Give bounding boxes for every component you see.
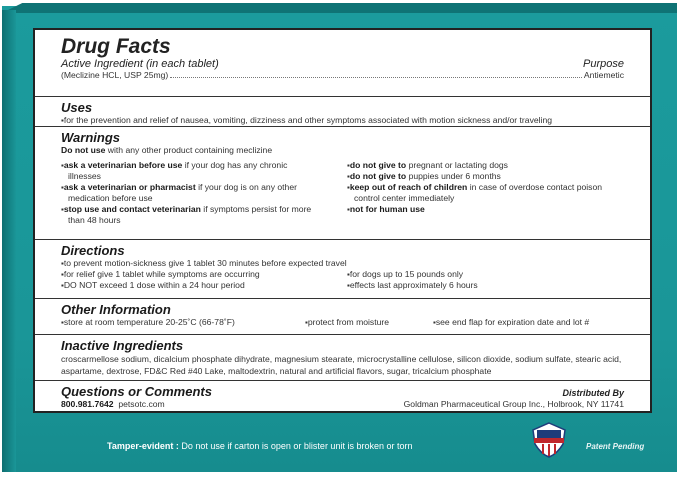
warning-item: do not give to pregnant or lactating dog…	[347, 160, 617, 171]
directions-heading: Directions	[61, 243, 125, 258]
inactive-ingredients-section: Inactive Ingredients croscarmellose sodi…	[35, 334, 650, 380]
page-title: Drug Facts	[61, 35, 171, 58]
warning-item: stop use and contact veterinarian if sym…	[61, 204, 321, 226]
warnings-section: Warnings Do not use with any other produ…	[35, 126, 650, 239]
inactive-heading: Inactive Ingredients	[61, 338, 184, 353]
warning-item: ask a veterinarian before use if your do…	[61, 160, 321, 182]
direction-item: DO NOT exceed 1 dose within a 24 hour pe…	[61, 280, 260, 291]
warnings-heading: Warnings	[61, 130, 120, 145]
distributor: Goldman Pharmaceutical Group Inc., Holbr…	[403, 399, 624, 409]
do-not-use-text: with any other product containing mecliz…	[105, 145, 273, 155]
uses-item: for the prevention and relief of nausea,…	[61, 115, 624, 126]
warning-item: not for human use	[347, 204, 617, 215]
website: petsotc.com	[118, 399, 165, 409]
header-section: Drug Facts Active Ingredient (in each ta…	[61, 36, 624, 81]
distributed-by-heading: Distributed By	[562, 388, 624, 398]
uses-section: Uses for the prevention and relief of na…	[35, 96, 650, 126]
other-info-item: protect from moisture	[305, 317, 389, 328]
questions-heading: Questions or Comments	[61, 384, 212, 399]
made-in-america-badge	[530, 422, 568, 458]
phone-number: 800.981.7642	[61, 399, 114, 409]
uses-heading: Uses	[61, 100, 93, 115]
active-ingredient: (Meclizine HCL, USP 25mg)	[61, 70, 169, 80]
tamper-evident-notice: Tamper-evident : Do not use if carton is…	[107, 441, 413, 451]
purpose-heading: Purpose	[583, 58, 624, 70]
patent-pending: Patent Pending	[586, 442, 645, 451]
warning-item: do not give to puppies under 6 months	[347, 171, 617, 182]
other-info-item: store at room temperature 20-25˚C (66-78…	[61, 317, 235, 328]
carton-top-edge	[2, 3, 677, 13]
questions-section: Questions or Comments Distributed By 800.…	[35, 380, 650, 413]
direction-item: to prevent motion-sickness give 1 tablet…	[61, 258, 624, 269]
direction-item: for dogs up to 15 pounds only	[347, 269, 478, 280]
dot-leader	[170, 70, 582, 78]
direction-item: effects last approximately 6 hours	[347, 280, 478, 291]
do-not-use-label: Do not use	[61, 145, 106, 155]
active-ingredient-heading: Active Ingredient (in each tablet)	[61, 58, 219, 70]
direction-item: for relief give 1 tablet while symptoms …	[61, 269, 260, 280]
carton-side-edge	[2, 10, 16, 472]
drug-facts-panel: Drug Facts Active Ingredient (in each ta…	[33, 28, 652, 413]
other-info-heading: Other Information	[61, 302, 171, 317]
warning-item: keep out of reach of children in case of…	[347, 182, 617, 204]
other-info-item: see end flap for expiration date and lot…	[433, 317, 589, 328]
other-info-section: Other Information store at room temperat…	[35, 298, 650, 334]
purpose-value: Antiemetic	[583, 70, 624, 80]
directions-section: Directions to prevent motion-sickness gi…	[35, 239, 650, 298]
warning-item: ask a veterinarian or pharmacist if your…	[61, 182, 321, 204]
inactive-ingredients-text: croscarmellose sodium, dicalcium phospha…	[61, 354, 622, 376]
